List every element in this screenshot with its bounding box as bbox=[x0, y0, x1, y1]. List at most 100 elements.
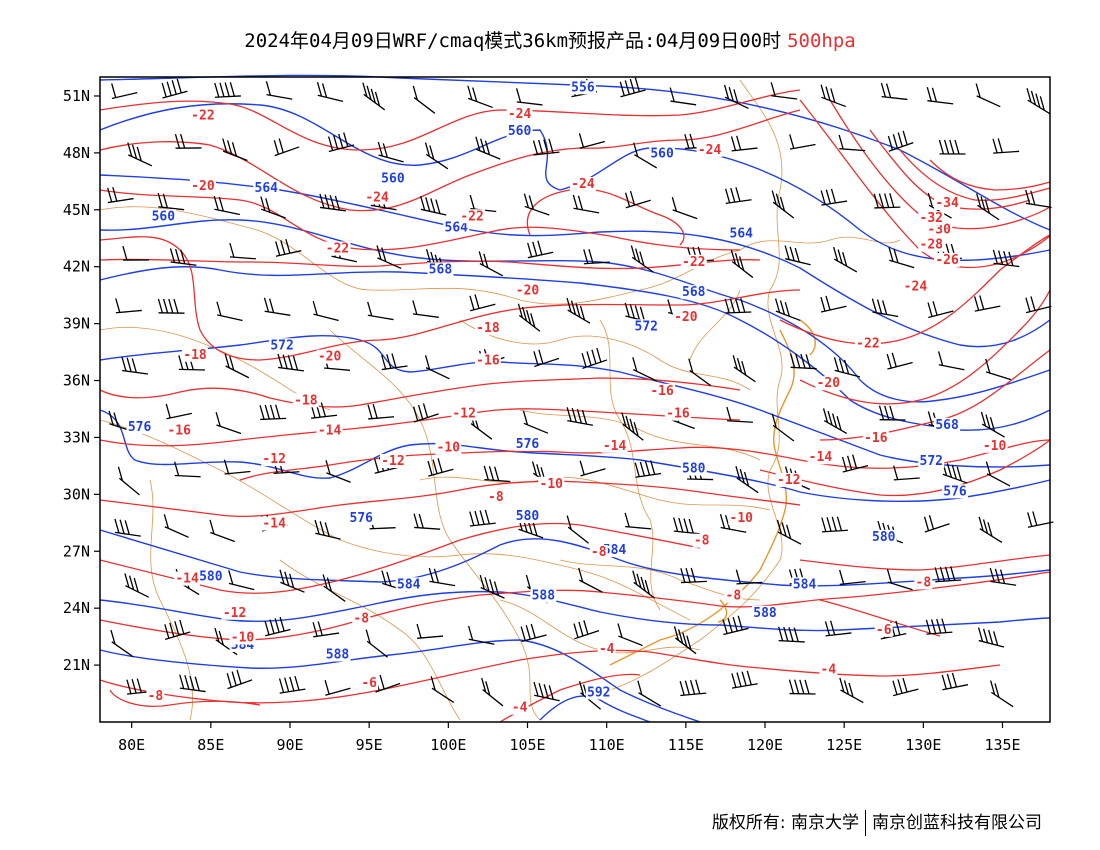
height-label: 572 bbox=[270, 338, 293, 353]
title-main: 2024年04月09日WRF/cmaq模式36km预报产品:04月09日00时 bbox=[244, 30, 782, 52]
temperature-label-bg bbox=[146, 689, 165, 704]
wind-barb bbox=[630, 245, 654, 273]
wind-barb bbox=[735, 569, 763, 585]
wind-barb bbox=[938, 351, 965, 371]
height-label-bg bbox=[680, 461, 707, 476]
height-label: 572 bbox=[635, 319, 658, 334]
wind-barb bbox=[669, 87, 697, 106]
wind-barb bbox=[264, 616, 291, 637]
wind-barb bbox=[925, 618, 953, 635]
height-label-bg bbox=[728, 226, 755, 241]
temperature-label-bg bbox=[728, 510, 755, 525]
temperature-label-bg bbox=[292, 393, 319, 408]
wind-barb bbox=[114, 518, 141, 537]
height-label: 580 bbox=[682, 462, 706, 477]
wind-barb bbox=[632, 570, 655, 599]
wind-barb bbox=[362, 82, 386, 111]
wind-barb bbox=[719, 514, 747, 533]
wind-barb bbox=[1025, 296, 1052, 314]
wind-barb bbox=[265, 81, 293, 100]
wind-barb bbox=[377, 141, 404, 163]
height-label-bg bbox=[791, 577, 818, 592]
credit-left: 版权所有: 南京大学 bbox=[711, 813, 859, 833]
height-label-bg bbox=[395, 577, 422, 592]
wind-barb bbox=[312, 621, 340, 638]
map-axes: 80E 85E 90E 95E 100E 105E 110E 115E 120E 125E 130E… bbox=[63, 87, 1021, 754]
height-label: 556 bbox=[571, 80, 595, 95]
temperature-label: -32 bbox=[920, 211, 943, 226]
temperature-label: -28 bbox=[920, 238, 944, 253]
wind-barb bbox=[980, 411, 1005, 438]
wind-barb bbox=[839, 569, 866, 585]
temperature-label: -8 bbox=[726, 589, 742, 604]
temperature-label: -20 bbox=[191, 179, 215, 194]
wind-barb bbox=[976, 193, 1000, 221]
wind-barb bbox=[161, 78, 188, 99]
wind-barb bbox=[820, 295, 847, 313]
wind-barb bbox=[228, 570, 255, 591]
temperature-label-bg bbox=[934, 252, 961, 267]
wind-barb bbox=[724, 298, 752, 314]
lon-tick-label: 100E bbox=[430, 736, 466, 754]
wind-barb bbox=[822, 408, 848, 434]
wind-barb bbox=[974, 295, 1001, 312]
wind-barb bbox=[583, 248, 610, 265]
lon-tick-label: 115E bbox=[668, 736, 704, 754]
wind-barb bbox=[820, 188, 848, 206]
temperature-label: -16 bbox=[476, 353, 500, 368]
height-label-bg bbox=[680, 285, 707, 300]
wind-barb bbox=[634, 460, 662, 478]
wind-barb bbox=[941, 672, 969, 691]
temperature-label-bg bbox=[981, 438, 1008, 453]
temperature-label-bg bbox=[514, 283, 541, 298]
temperature-label-bg bbox=[261, 452, 288, 467]
temperature-label: -20 bbox=[674, 310, 698, 325]
temperature-label-bg bbox=[902, 279, 929, 294]
wind-barb bbox=[893, 465, 920, 481]
temperature-label: -22 bbox=[326, 242, 349, 257]
wind-barb bbox=[725, 187, 752, 204]
wind-barb bbox=[367, 301, 394, 321]
temperature-label: -18 bbox=[294, 393, 318, 408]
wind-barb bbox=[731, 670, 758, 689]
wind-barb bbox=[483, 465, 511, 483]
height-label: 564 bbox=[730, 226, 754, 241]
temperature-label-bg bbox=[664, 406, 691, 421]
temperature-label-bg bbox=[189, 178, 216, 193]
wind-barb bbox=[224, 353, 250, 379]
temperature-label-bg bbox=[261, 516, 288, 531]
wind-barb bbox=[566, 407, 593, 426]
height-label: 560 bbox=[650, 147, 674, 162]
wind-barb bbox=[374, 674, 401, 693]
wind-barb bbox=[688, 358, 712, 387]
temperature-label-bg bbox=[854, 336, 881, 351]
height-label-bg bbox=[269, 338, 296, 353]
lon-tick-label: 85E bbox=[197, 736, 224, 754]
wind-barb bbox=[376, 245, 402, 270]
height-label-bg bbox=[443, 220, 470, 235]
temperature-label-bg bbox=[724, 588, 743, 603]
wind-barb bbox=[673, 517, 700, 535]
wind-barb bbox=[533, 349, 560, 368]
height-label-bg bbox=[514, 509, 541, 524]
wind-barb bbox=[619, 77, 646, 98]
wind-barb bbox=[260, 196, 286, 219]
height-label: 580 bbox=[199, 570, 223, 585]
wind-barb bbox=[776, 519, 802, 545]
wind-barb bbox=[520, 623, 547, 643]
wind-barb bbox=[223, 459, 251, 475]
wind-barb bbox=[833, 357, 861, 378]
wind-barb bbox=[923, 514, 950, 533]
wind-barbs bbox=[107, 77, 1054, 710]
temperature-label-bg bbox=[316, 349, 343, 364]
lon-tick-label: 105E bbox=[509, 736, 545, 754]
wind-barb bbox=[424, 142, 449, 170]
temperature-label-bg bbox=[174, 571, 201, 586]
lon-tick-label: 125E bbox=[826, 736, 862, 754]
wind-barb bbox=[416, 623, 444, 639]
title-level: 500hpa bbox=[787, 30, 856, 52]
wind-barb bbox=[975, 83, 1001, 108]
wind-barb bbox=[365, 629, 389, 658]
temperature-label-bg bbox=[474, 353, 501, 368]
